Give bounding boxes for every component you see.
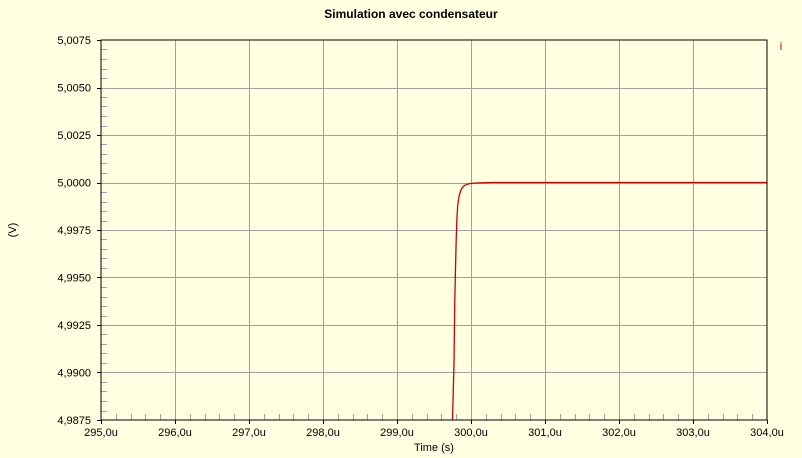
chart-title: Simulation avec condensateur — [324, 7, 498, 21]
x-tick-label: 301,0u — [528, 427, 562, 439]
y-tick-label: 5,0025 — [57, 130, 91, 142]
y-tick-label: 5,0050 — [57, 83, 91, 95]
x-tick-label: 296,0u — [158, 427, 192, 439]
x-tick-label: 298,0u — [306, 427, 340, 439]
x-tick-label: 295,0u — [84, 427, 118, 439]
series-layer — [451, 181, 767, 421]
minor-tick-layer — [97, 40, 768, 424]
grid-layer — [101, 40, 767, 420]
x-tick-label: 297,0u — [232, 427, 266, 439]
y-tick-label: 4,9950 — [57, 273, 91, 285]
y-tick-label: 5,0075 — [57, 35, 91, 47]
series-line — [451, 181, 767, 421]
legend-entry-i[interactable]: i — [780, 41, 782, 53]
y-tick-labels: 4,9875 4,9900 4,9925 4,9950 4,9975 5,0000 5,00… — [57, 35, 91, 427]
x-tick-label: 300,0u — [454, 427, 488, 439]
y-tick-label: 4,9975 — [57, 225, 91, 237]
y-tick-label: 4,9875 — [57, 415, 91, 427]
x-tick-labels: 295,0u 296,0u 297,0u 298,0u 299,0u 300,0u 301,… — [84, 427, 784, 439]
x-tick-label: 299,0u — [380, 427, 414, 439]
x-tick-label: 304,0u — [750, 427, 784, 439]
y-tick-label: 5,0000 — [57, 178, 91, 190]
x-axis-label: Time (s) — [414, 442, 454, 454]
y-tick-label: 4,9925 — [57, 320, 91, 332]
y-tick-label: 4,9900 — [57, 368, 91, 380]
plot-frame — [100, 39, 768, 421]
x-tick-label: 302,0u — [602, 427, 636, 439]
y-axis-label: (V) — [7, 223, 19, 238]
x-tick-label: 303,0u — [676, 427, 710, 439]
